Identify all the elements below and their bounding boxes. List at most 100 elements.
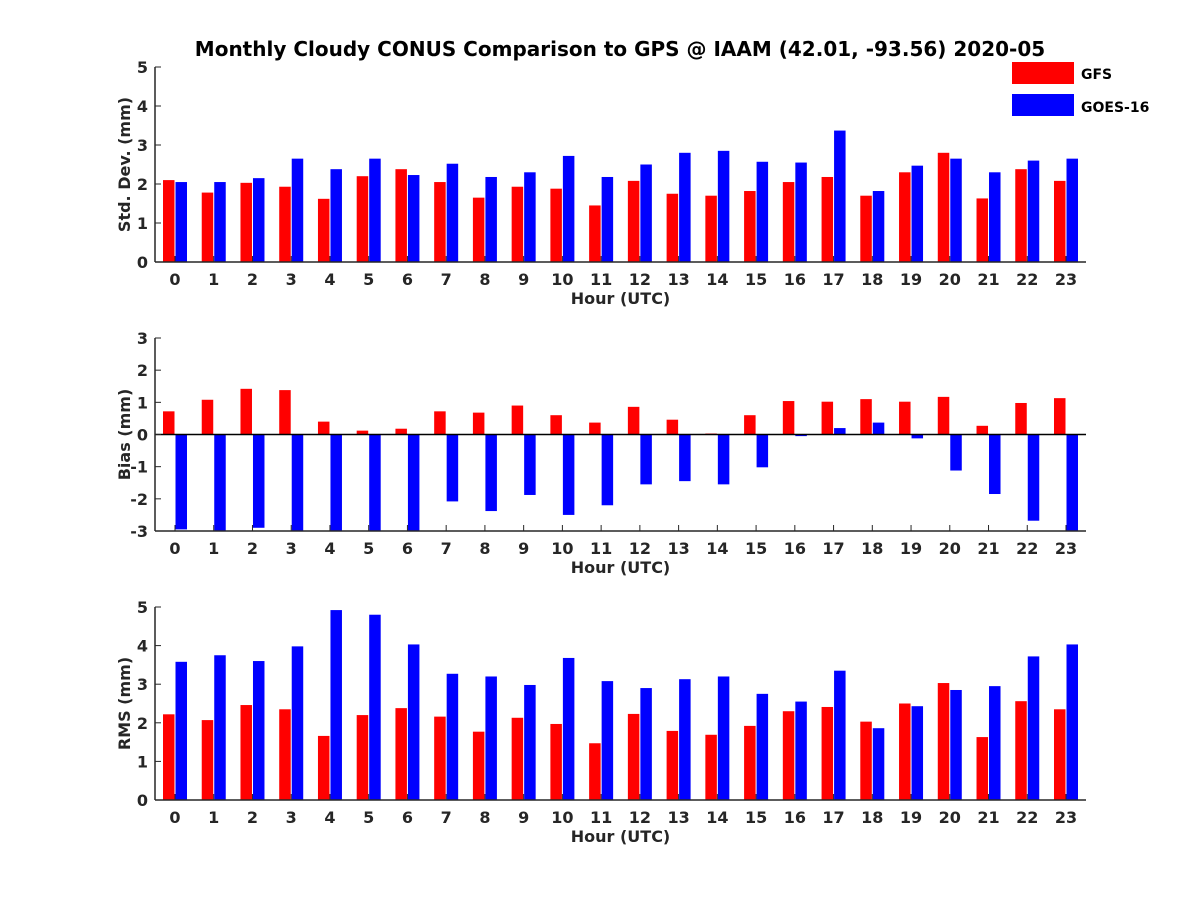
std-dev-bar-gfs-2 [240, 182, 252, 262]
std-dev-x-tick-label: 17 [822, 270, 844, 289]
bias-bar-gfs-11 [589, 422, 601, 435]
legend-swatch-gfs [1012, 62, 1074, 84]
std-dev-bar-goes16-12 [640, 164, 652, 262]
rms-bar-goes16-3 [291, 646, 304, 800]
std-dev-x-tick-label: 8 [479, 270, 490, 289]
rms-x-tick-label: 2 [247, 808, 258, 827]
bias-x-tick-label: 21 [977, 539, 999, 558]
rms-bar-goes16-7 [446, 673, 459, 800]
bias-x-tick-label: 14 [706, 539, 728, 558]
bias-bar-gfs-4 [317, 421, 330, 435]
rms-bar-goes16-4 [330, 610, 342, 800]
std-dev-bar-gfs-11 [589, 205, 601, 262]
rms-y-tick-label: 1 [137, 752, 148, 771]
rms-bar-gfs-1 [201, 720, 214, 800]
bias-bar-goes16-21 [989, 434, 1001, 495]
std-dev-bar-goes16-10 [562, 155, 575, 262]
bias-bar-goes16-10 [562, 434, 575, 515]
bias-y-tick-label: 2 [137, 361, 148, 380]
std-dev-y-tick-label: 1 [137, 214, 148, 233]
bias-x-axis-label: Hour (UTC) [571, 558, 671, 577]
std-dev-x-tick-label: 9 [518, 270, 529, 289]
rms-bar-gfs-7 [434, 716, 446, 800]
bias-x-tick-label: 2 [247, 539, 258, 558]
bias-x-tick-label: 17 [822, 539, 844, 558]
rms-bar-gfs-22 [1015, 701, 1027, 800]
std-dev-y-tick-label: 4 [137, 97, 148, 116]
rms-y-tick-label: 4 [137, 637, 148, 656]
std-dev-y-tick-label: 2 [137, 175, 148, 194]
std-dev-bar-goes16-15 [756, 161, 769, 262]
rms-bar-gfs-23 [1054, 709, 1066, 800]
std-dev-x-tick-label: 20 [939, 270, 961, 289]
bias-bar-goes16-14 [717, 434, 730, 485]
std-dev-x-tick-label: 2 [247, 270, 258, 289]
bias-bar-goes16-12 [640, 434, 652, 485]
bias-bar-gfs-18 [860, 399, 872, 435]
std-dev-bar-goes16-19 [911, 165, 924, 262]
std-dev-bar-gfs-18 [860, 195, 872, 262]
bias-x-tick-label: 6 [402, 539, 413, 558]
rms-y-axis-label: RMS (mm) [115, 657, 134, 750]
bias-x-tick-label: 11 [590, 539, 612, 558]
std-dev-y-tick-label: 0 [137, 253, 148, 272]
std-dev-bar-gfs-10 [550, 188, 562, 262]
bias-bar-goes16-11 [601, 434, 614, 506]
bias-x-tick-label: 1 [208, 539, 219, 558]
bias-bar-gfs-16 [782, 401, 795, 435]
rms-bar-gfs-10 [550, 723, 562, 800]
rms-bar-gfs-14 [705, 734, 717, 800]
bias-bar-gfs-1 [201, 399, 214, 435]
rms-x-tick-label: 13 [667, 808, 689, 827]
rms-x-tick-label: 22 [1016, 808, 1038, 827]
std-dev-x-tick-label: 12 [629, 270, 651, 289]
rms-x-tick-label: 10 [551, 808, 573, 827]
rms-x-tick-label: 11 [590, 808, 612, 827]
std-dev-x-tick-label: 21 [977, 270, 999, 289]
rms-bar-gfs-8 [472, 731, 485, 800]
chart-title: Monthly Cloudy CONUS Comparison to GPS @… [195, 37, 1045, 61]
rms-bar-gfs-13 [666, 730, 679, 800]
std-dev-x-tick-label: 13 [667, 270, 689, 289]
bias-bar-goes16-16 [795, 434, 807, 437]
std-dev-bar-goes16-5 [369, 158, 381, 262]
std-dev-y-axis-label: Std. Dev. (mm) [115, 97, 134, 232]
bias-x-tick-label: 9 [518, 539, 529, 558]
bias-bar-goes16-8 [485, 434, 497, 512]
std-dev-bar-goes16-11 [601, 176, 614, 262]
rms-bar-gfs-9 [511, 717, 524, 800]
rms-bar-goes16-19 [911, 706, 924, 800]
rms-bar-gfs-18 [860, 721, 872, 800]
rms-x-tick-label: 9 [518, 808, 529, 827]
bias-x-tick-label: 3 [286, 539, 297, 558]
rms-bar-gfs-5 [356, 715, 369, 800]
rms-bar-goes16-23 [1066, 644, 1078, 800]
std-dev-bar-gfs-3 [279, 186, 291, 262]
rms-x-tick-label: 5 [363, 808, 374, 827]
bias-bar-gfs-19 [899, 401, 911, 435]
bias-bar-gfs-9 [511, 405, 524, 435]
std-dev-bar-gfs-6 [395, 169, 407, 262]
bias-bar-gfs-15 [744, 415, 756, 435]
bias-x-tick-label: 16 [784, 539, 806, 558]
std-dev-bar-gfs-22 [1015, 169, 1027, 262]
rms-x-tick-label: 1 [208, 808, 219, 827]
rms-bar-gfs-19 [899, 703, 911, 800]
legend-label-goes16: GOES-16 [1081, 100, 1149, 116]
std-dev-x-tick-label: 23 [1055, 270, 1077, 289]
std-dev-x-tick-label: 22 [1016, 270, 1038, 289]
bias-y-tick-label: 1 [137, 393, 148, 412]
bias-bar-gfs-21 [976, 425, 989, 435]
std-dev-x-tick-label: 4 [324, 270, 335, 289]
rms-x-tick-label: 4 [324, 808, 335, 827]
std-dev-bar-goes16-16 [795, 162, 807, 262]
std-dev-bar-gfs-0 [163, 180, 175, 262]
rms-bar-gfs-15 [744, 725, 756, 800]
std-dev-x-tick-label: 18 [861, 270, 883, 289]
bias-bar-goes16-15 [756, 434, 769, 468]
rms-bar-goes16-22 [1027, 656, 1040, 800]
std-dev-y-tick-label: 5 [137, 58, 148, 77]
rms-bar-gfs-0 [163, 714, 175, 800]
std-dev-x-tick-label: 15 [745, 270, 767, 289]
